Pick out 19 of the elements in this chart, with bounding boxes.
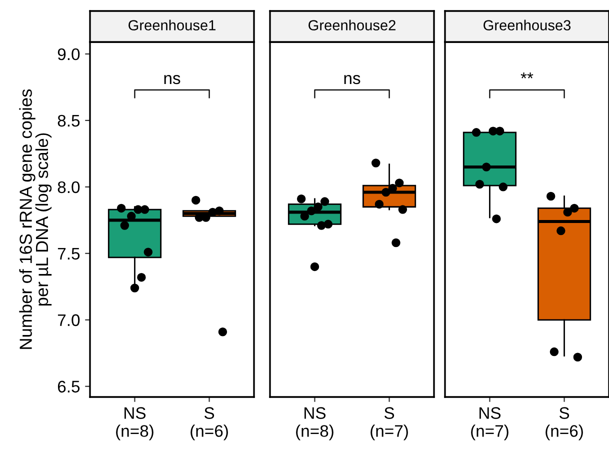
y-tick-label: 6.5 [58,380,80,393]
x-tick-label: NS (n=8) [296,407,334,440]
y-tick-label: 8.5 [58,114,80,127]
chart-title: Greenhouse2 [308,20,396,30]
y-tick-label: 7.5 [58,248,80,260]
y-axis-title: Number of 16S rRNA gene copies per µL DNA (log scale) [19,89,52,349]
annotation: ns [164,75,180,84]
y-tick-label: 8.0 [58,181,80,194]
annotation: ** [520,72,534,78]
x-tick-label: NS (n=8) [116,407,154,440]
x-tick-label: S (n=7) [370,407,408,440]
annotation: ns [344,75,360,84]
chart-title: Greenhouse1 [128,20,216,30]
x-tick-label: S (n=6) [546,407,583,440]
x-tick-label: S (n=6) [190,407,228,440]
y-tick-label: 9.0 [58,48,80,60]
chart-title: Greenhouse3 [484,20,571,30]
x-tick-label: NS (n=7) [471,407,508,440]
y-tick-label: 7.0 [58,314,80,326]
